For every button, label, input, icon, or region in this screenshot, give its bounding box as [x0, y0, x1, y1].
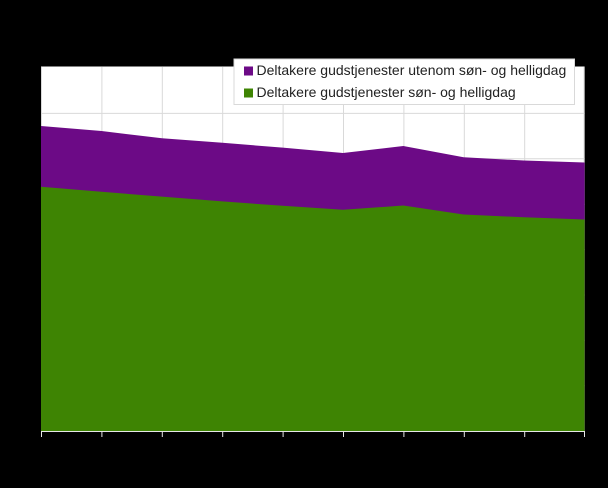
svg-text:Deltakere gudstjenester søn- o: Deltakere gudstjenester søn- og helligda… — [257, 84, 516, 100]
svg-text:Deltakere gudstjenester utenom: Deltakere gudstjenester utenom søn- og h… — [257, 62, 567, 78]
